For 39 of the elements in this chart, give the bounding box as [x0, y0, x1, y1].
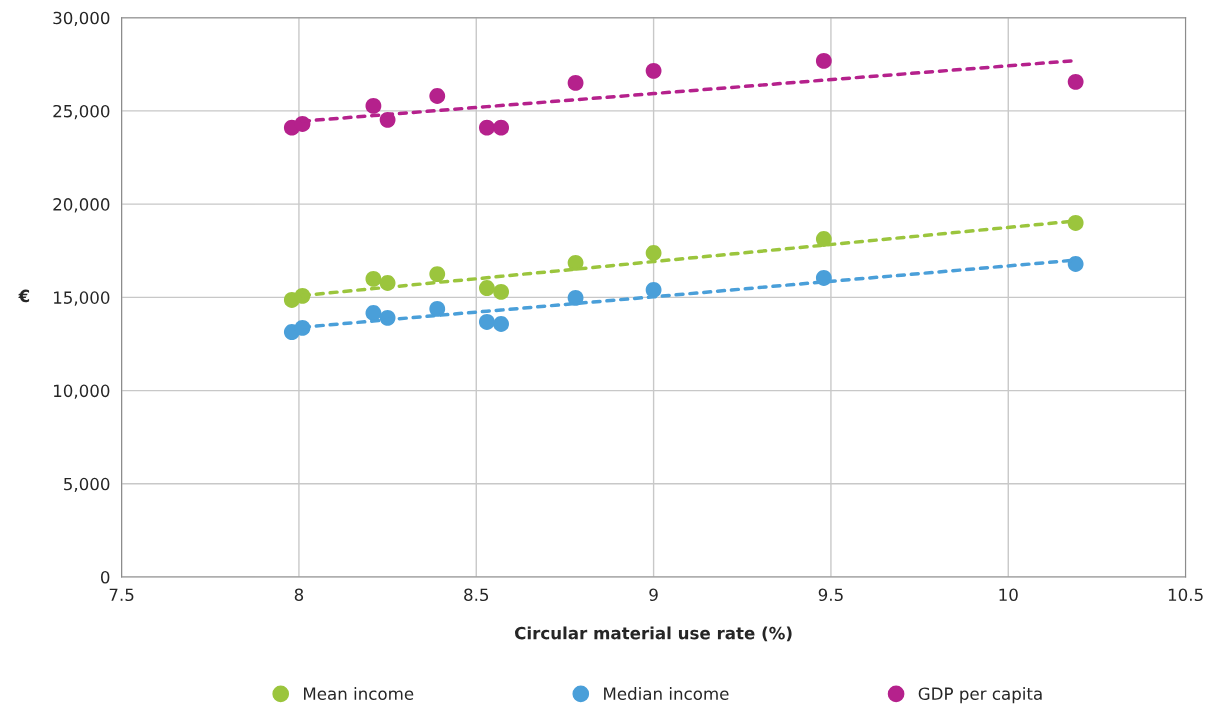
y-tick-label: 25,000 — [53, 104, 110, 120]
x-tick-label: 8.5 — [464, 588, 489, 602]
point — [478, 280, 495, 296]
x-tick-label: 10.5 — [1168, 588, 1203, 602]
point — [365, 97, 382, 114]
point — [493, 284, 510, 300]
legend-label: Mean income — [304, 687, 414, 701]
point — [815, 53, 832, 69]
legend-label: GDP per capita — [918, 687, 1042, 704]
point — [1067, 215, 1084, 231]
legend-label: Median income — [604, 687, 729, 701]
point — [478, 119, 495, 136]
point — [567, 75, 584, 91]
point — [645, 245, 662, 261]
x-tick-label: 8 — [294, 588, 304, 602]
point — [1067, 256, 1084, 272]
point — [645, 62, 662, 79]
y-tick-label: 15,000 — [54, 291, 110, 306]
point — [815, 231, 832, 247]
point — [365, 305, 382, 321]
x-tick-label: 7.5 — [109, 588, 134, 602]
y-tick-label: 0 — [100, 570, 110, 584]
point — [429, 301, 446, 317]
point — [429, 266, 446, 282]
point — [493, 316, 510, 332]
y-tick-label: 30,000 — [53, 11, 110, 26]
y-tick-label: 10,000 — [54, 384, 110, 399]
point — [429, 88, 446, 104]
x-tick-label: 10 — [999, 588, 1018, 602]
point — [478, 314, 495, 330]
point — [1067, 73, 1084, 90]
x-axis-title: Circular material use rate (%) — [515, 626, 792, 642]
y-tick-label: 20,000 — [53, 198, 110, 213]
y-tick-label: 5,000 — [64, 477, 110, 493]
point — [365, 270, 382, 287]
x-tick-label: 9.5 — [818, 588, 843, 602]
x-tick-label: 9 — [649, 588, 658, 602]
y-axis-title: € — [18, 289, 30, 303]
point — [493, 119, 510, 136]
